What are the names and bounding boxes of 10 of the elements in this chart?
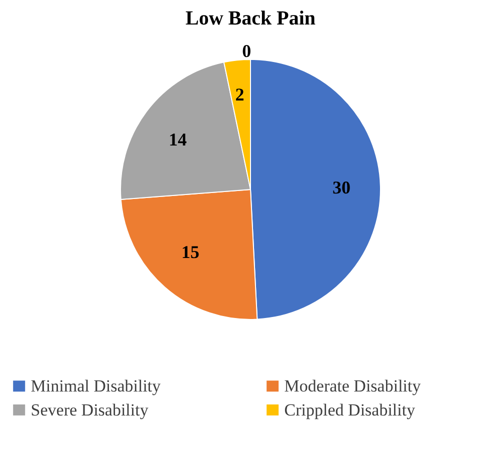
legend-label: Severe Disability xyxy=(30,400,149,420)
data-label: 15 xyxy=(181,242,200,262)
chart-title: Low Back Pain xyxy=(185,8,316,30)
data-label: 30 xyxy=(332,177,350,198)
legend-label: Crippled Disability xyxy=(284,400,416,420)
legend-label: Minimal Disability xyxy=(30,376,162,396)
legend-label: Moderate Disability xyxy=(284,376,422,396)
text: 0 xyxy=(242,41,252,62)
data-label: 2 xyxy=(235,84,244,105)
data-label: 14 xyxy=(168,129,187,150)
